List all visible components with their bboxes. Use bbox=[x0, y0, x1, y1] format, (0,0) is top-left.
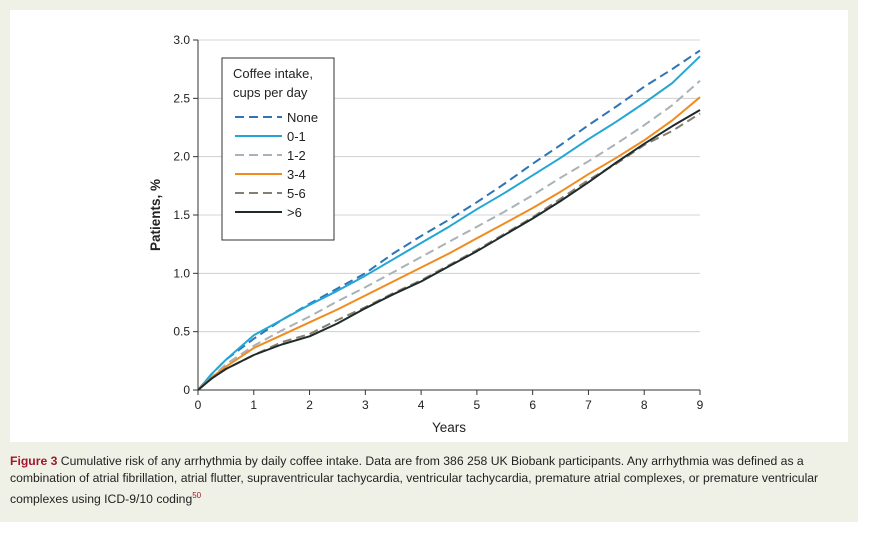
y-tick-label: 2.0 bbox=[173, 150, 190, 164]
x-tick-label: 1 bbox=[250, 398, 257, 412]
legend-box bbox=[221, 57, 335, 241]
series-line-1gt2 bbox=[197, 80, 701, 391]
legend-subtitle: cups per day bbox=[233, 85, 308, 100]
y-tick-label: 1.5 bbox=[173, 208, 190, 222]
line-chart: 0 0.5 1.0 1.5 2.0 2.5 3.0 0 1 2 3 4 5 6 7 8 9 Years Patien… bbox=[148, 33, 704, 435]
y-tick-label: 3.0 bbox=[173, 33, 190, 47]
legend-title: Coffee intake, bbox=[233, 66, 313, 81]
x-tick-label: 6 bbox=[529, 398, 536, 412]
figure-label: Figure 3 bbox=[10, 454, 58, 468]
x-axis-label: Years bbox=[432, 420, 466, 435]
figure-panel: 0 0.5 1.0 1.5 2.0 2.5 3.0 0 1 2 3 4 5 6 7 8 9 Years Patien… bbox=[0, 0, 858, 522]
figure-caption: Figure 3 Cumulative risk of any arrhythm… bbox=[10, 453, 848, 508]
x-tick-label: 8 bbox=[641, 398, 648, 412]
x-tick-label: 7 bbox=[585, 398, 592, 412]
y-tick-label: 0 bbox=[183, 383, 190, 397]
y-tick-label: 2.5 bbox=[173, 91, 190, 105]
x-tick-label: 4 bbox=[418, 398, 425, 412]
x-tick-label: 5 bbox=[474, 398, 481, 412]
caption-reference: 50 bbox=[192, 491, 202, 500]
series-line-3gt4 bbox=[197, 96, 701, 391]
series-line-gt6 bbox=[197, 109, 701, 391]
x-tick-label: 2 bbox=[306, 398, 313, 412]
y-tick-label: 1.0 bbox=[173, 266, 190, 280]
series-line-None bbox=[197, 49, 701, 391]
legend-label: 1-2 bbox=[287, 148, 306, 163]
x-tick-label: 0 bbox=[195, 398, 202, 412]
legend-label: >6 bbox=[287, 205, 302, 220]
legend-label: 3-4 bbox=[287, 167, 306, 182]
caption-text: Cumulative risk of any arrhythmia by dai… bbox=[10, 454, 819, 507]
series-line-0gt1 bbox=[197, 55, 701, 391]
y-axis-label: Patients, % bbox=[148, 179, 163, 251]
legend-label: None bbox=[287, 110, 318, 125]
plot-area: 0 0.5 1.0 1.5 2.0 2.5 3.0 0 1 2 3 4 5 6 7 8 9 Years Patien… bbox=[10, 10, 848, 442]
x-tick-label: 3 bbox=[362, 398, 369, 412]
y-tick-label: 0.5 bbox=[173, 325, 190, 339]
x-tick-label: 9 bbox=[697, 398, 704, 412]
legend-label: 0-1 bbox=[287, 129, 306, 144]
legend-label: 5-6 bbox=[287, 186, 306, 201]
